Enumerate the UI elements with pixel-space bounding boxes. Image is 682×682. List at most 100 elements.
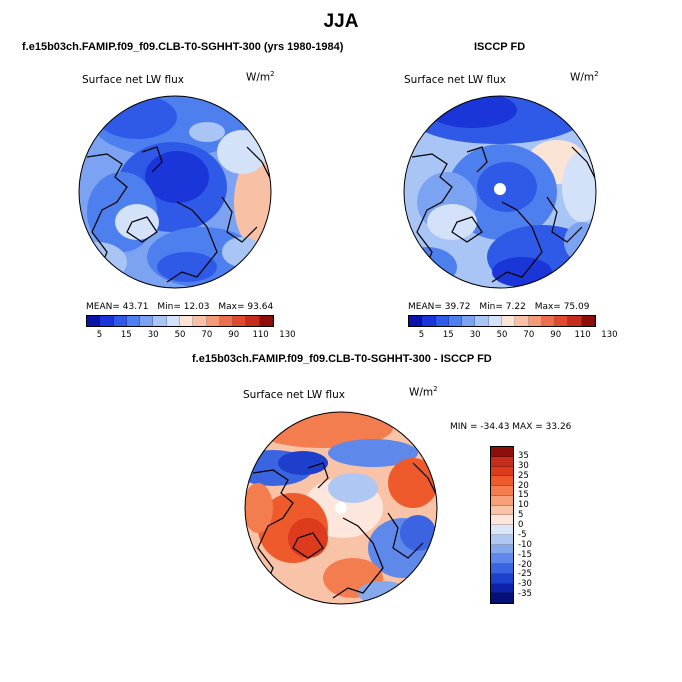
colorbar-swatch [491,505,513,516]
colorbar-swatch [491,447,513,457]
colorbar-tick-label: 15 [120,330,132,340]
colorbar-swatch [491,593,513,603]
colorbar-swatch [501,316,516,326]
colorbar-swatch [555,316,569,326]
colorbar-tick-label: -20 [518,559,532,570]
model-min: Min= 12.03 [157,302,210,312]
diff-minmax: MIN = -34.43 MAX = 33.26 [450,422,572,432]
colorbar-swatch [528,316,542,326]
colorbar-tick-label: 90 [228,330,240,340]
colorbar-tick-label: -35 [518,589,532,600]
colorbar-tick-label: 5 [518,510,524,521]
model-colorbar [86,315,274,327]
obs-units-label: W/m2 [570,70,599,84]
obs-min: Min= 7.22 [479,302,526,312]
model-max: Max= 93.64 [218,302,274,312]
colorbar-swatch [435,316,449,326]
colorbar-tick-label: 90 [550,330,562,340]
colorbar-tick-label: 110 [252,330,269,340]
colorbar-swatch [491,525,513,535]
colorbar-swatch [491,476,513,486]
colorbar-tick-label: 15 [518,490,529,501]
colorbar-swatch [491,486,513,496]
colorbar-swatch [259,316,273,326]
colorbar-tick-label: 10 [518,500,529,511]
colorbar-swatch [87,316,101,326]
colorbar-swatch [491,534,513,545]
colorbar-swatch [491,564,513,574]
colorbar-swatch [568,316,582,326]
colorbar-tick-label: 15 [442,330,454,340]
colorbar-swatch [100,316,114,326]
colorbar-swatch [462,316,476,326]
colorbar-swatch [219,316,234,326]
model-units-label: W/m2 [246,70,275,84]
colorbar-tick-label: 110 [574,330,591,340]
diff-colorbar-ticks: 35 30 25 20 15 10 5 0 -5 -10 -15 -20 -25 -30 -35 [518,446,558,604]
model-colorbar-ticks: 5 15 30 50 70 90 110 130 [86,330,296,342]
colorbar-swatch [491,554,513,564]
model-variable-label: Surface net LW flux [82,74,184,86]
colorbar-swatch [113,316,127,326]
colorbar-swatch [140,316,154,326]
colorbar-tick-label: 70 [201,330,213,340]
colorbar-swatch [475,316,489,326]
colorbar-swatch [541,316,556,326]
colorbar-tick-label: 130 [601,330,618,340]
obs-max: Max= 75.09 [534,302,590,312]
colorbar-tick-label: 0 [518,520,524,530]
colorbar-tick-label: 70 [523,330,535,340]
colorbar-swatch [491,515,513,525]
colorbar-tick-label: -15 [518,549,532,560]
diff-panel-title: f.e15b03ch.FAMIP.f09_f09.CLB-T0-SGHHT-30… [192,353,492,365]
colorbar-swatch [491,544,513,555]
obs-polar-map [403,95,597,289]
colorbar-swatch [193,316,207,326]
colorbar-tick-label: -25 [518,569,532,580]
colorbar-tick-label: -10 [518,539,532,550]
colorbar-swatch [491,466,513,477]
colorbar-tick-label: 50 [496,330,508,340]
colorbar-tick-label: 5 [418,330,425,340]
obs-panel-title: ISCCP FD [474,41,526,53]
model-mean: MEAN= 43.71 [86,302,149,312]
colorbar-swatch [488,316,502,326]
model-polar-map [78,95,272,289]
obs-variable-label: Surface net LW flux [404,74,506,86]
colorbar-swatch [409,316,423,326]
model-stats: MEAN= 43.71 Min= 12.03 Max= 93.64 [86,302,279,312]
colorbar-tick-label: 25 [518,470,529,481]
colorbar-tick-label: -30 [518,579,532,590]
obs-colorbar-ticks: 5 15 30 50 70 90 110 130 [408,330,618,342]
colorbar-swatch [581,316,595,326]
colorbar-swatch [491,583,513,594]
obs-mean: MEAN= 39.72 [408,302,471,312]
colorbar-tick-label: 30 [518,460,529,471]
colorbar-swatch [491,495,513,506]
colorbar-swatch [153,316,167,326]
diff-variable-label: Surface net LW flux [243,389,345,401]
colorbar-swatch [515,316,529,326]
diff-colorbar [490,446,514,604]
colorbar-tick-label: 35 [518,450,529,461]
colorbar-swatch [491,573,513,584]
colorbar-tick-label: 130 [279,330,296,340]
colorbar-tick-label: -5 [518,529,527,540]
obs-stats: MEAN= 39.72 Min= 7.22 Max= 75.09 [408,302,595,312]
colorbar-tick-label: 5 [96,330,103,340]
obs-colorbar [408,315,596,327]
colorbar-swatch [491,456,513,467]
diff-polar-map [244,411,438,605]
colorbar-tick-label: 30 [147,330,159,340]
diff-units-label: W/m2 [409,385,438,399]
colorbar-swatch [179,316,194,326]
colorbar-swatch [448,316,463,326]
colorbar-swatch [422,316,436,326]
colorbar-swatch [166,316,180,326]
model-panel-title: f.e15b03ch.FAMIP.f09_f09.CLB-T0-SGHHT-30… [22,41,344,53]
colorbar-swatch [126,316,141,326]
colorbar-swatch [206,316,220,326]
colorbar-tick-label: 20 [518,480,529,491]
colorbar-tick-label: 50 [174,330,186,340]
colorbar-swatch [233,316,247,326]
